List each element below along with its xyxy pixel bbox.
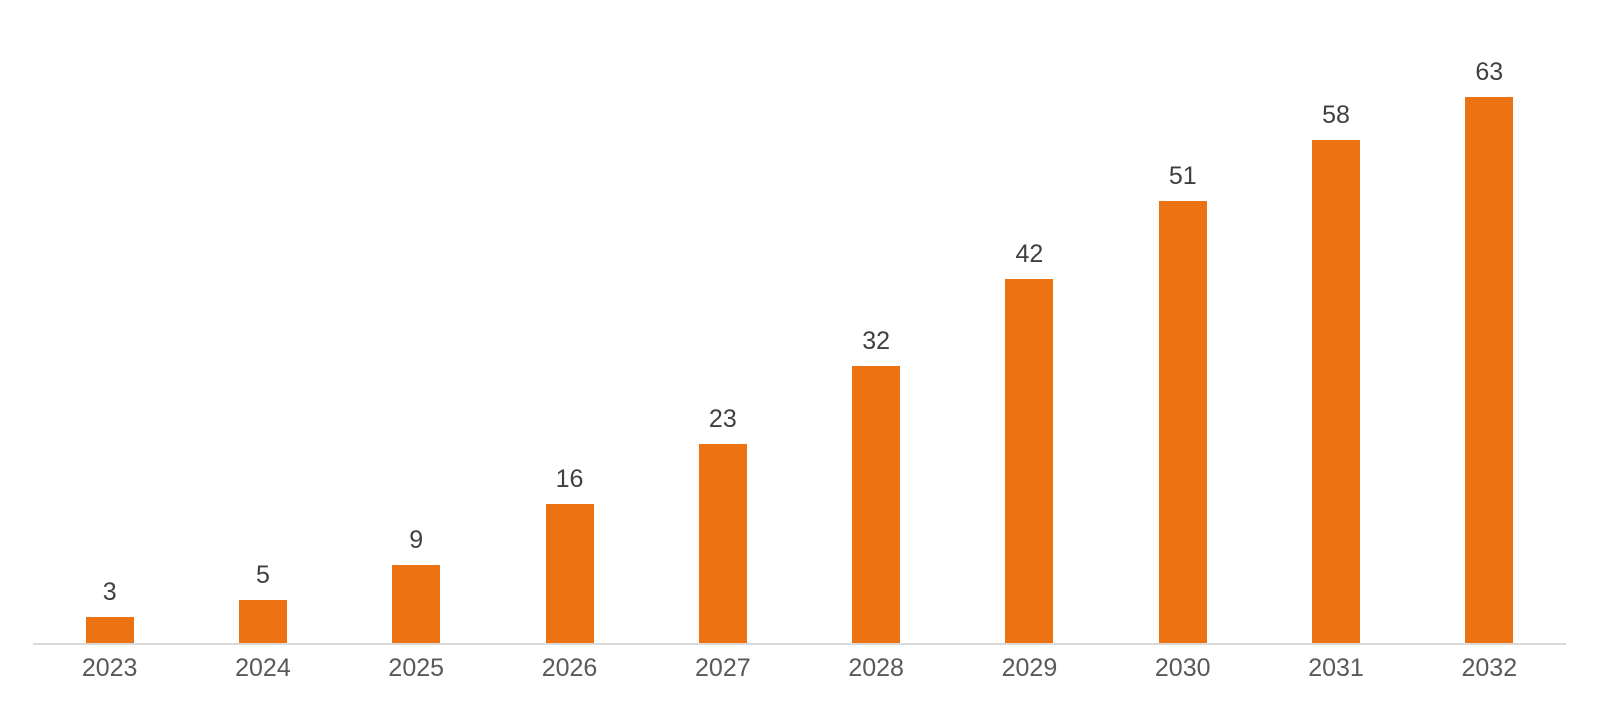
x-tick-label: 2030 — [1154, 654, 1211, 682]
bar-group-2027: 23 — [646, 0, 799, 643]
x-tick-label: 2031 — [1308, 654, 1364, 682]
bar — [392, 565, 441, 643]
data-label: 5 — [255, 561, 270, 589]
bar — [1158, 201, 1207, 643]
data-label: 51 — [1168, 162, 1197, 190]
data-label: 63 — [1475, 58, 1504, 86]
x-axis-tick-labels: 2023 2024 2025 2026 2027 2028 2029 2030 … — [33, 653, 1566, 683]
bar — [85, 617, 134, 643]
bar-group-2026: 16 — [493, 0, 646, 643]
bar — [1312, 140, 1361, 643]
bar-group-2031: 58 — [1259, 0, 1412, 643]
data-label: 3 — [102, 578, 117, 606]
bar-group-2030: 51 — [1106, 0, 1259, 643]
x-tick-label: 2024 — [235, 654, 291, 682]
data-label: 23 — [708, 405, 737, 433]
x-tick-label: 2027 — [695, 654, 751, 682]
x-tick-label: 2023 — [81, 654, 138, 682]
data-label: 32 — [862, 327, 891, 355]
data-label: 58 — [1322, 101, 1350, 129]
x-axis-line — [33, 643, 1566, 645]
bar-group-2025: 9 — [340, 0, 493, 643]
x-tick-label: 2029 — [1001, 654, 1058, 682]
bar — [698, 444, 747, 643]
bar — [1465, 97, 1514, 643]
bar — [1005, 279, 1054, 643]
x-tick-label: 2026 — [541, 654, 598, 682]
bar-group-2032: 63 — [1413, 0, 1566, 643]
bar-group-2024: 5 — [186, 0, 339, 643]
bar — [238, 600, 287, 643]
data-label: 42 — [1015, 240, 1044, 268]
bar-group-2028: 32 — [799, 0, 952, 643]
bar — [852, 366, 901, 643]
bar-group-2023: 3 — [33, 0, 186, 643]
data-label: 16 — [555, 465, 584, 493]
plot-area: 3 5 9 16 23 32 42 51 — [33, 0, 1566, 643]
x-tick-label: 2032 — [1461, 654, 1518, 682]
data-label: 9 — [409, 526, 424, 554]
bar-group-2029: 42 — [953, 0, 1106, 643]
x-tick-label: 2025 — [388, 654, 445, 682]
x-tick-label: 2028 — [848, 654, 904, 682]
bar — [545, 504, 594, 643]
